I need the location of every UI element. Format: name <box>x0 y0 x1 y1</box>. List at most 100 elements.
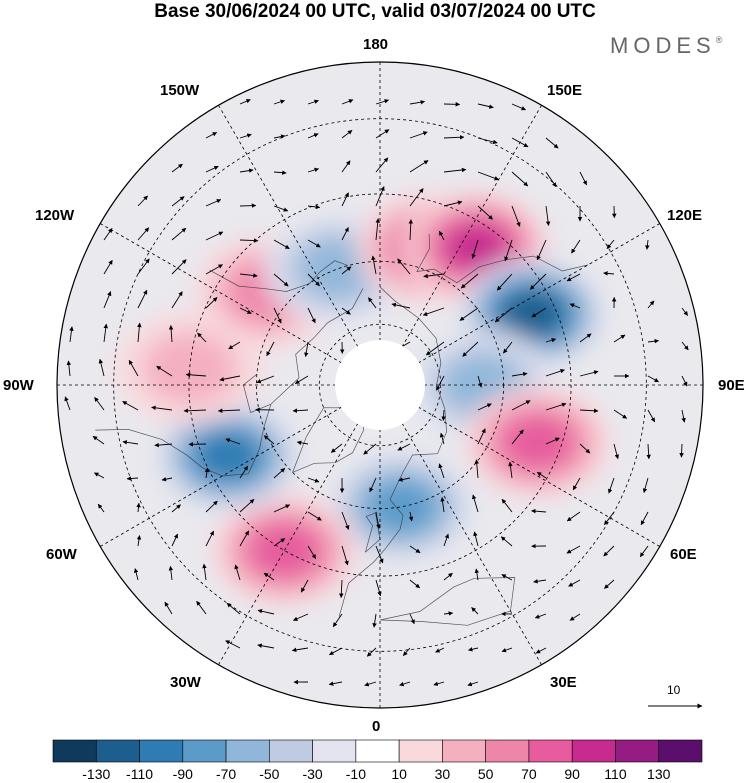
meridian-210 <box>218 105 377 379</box>
wind-vector-112 <box>545 338 557 343</box>
wind-vector-81 <box>103 291 112 309</box>
wind-vector-33 <box>137 195 148 207</box>
wind-vector-204 <box>239 530 250 547</box>
wind-vector-167 <box>94 472 105 479</box>
wind-vector-186 <box>171 504 181 513</box>
wind-vector-237 <box>332 613 343 628</box>
wind-vector-155 <box>296 440 309 446</box>
coastline-3 <box>338 286 447 617</box>
wind-vector-24 <box>307 167 320 173</box>
wind-vector-94 <box>531 307 547 318</box>
wind-vector-104 <box>228 341 241 350</box>
wind-vector-143 <box>511 400 531 411</box>
wind-vector-147 <box>647 409 656 423</box>
wind-vector-218 <box>168 565 174 581</box>
wind-vector-38 <box>307 204 321 210</box>
wind-vector-5 <box>409 100 426 105</box>
wind-vector-86 <box>273 307 282 324</box>
wind-vector-172 <box>273 467 286 479</box>
wind-vector-256 <box>328 681 343 686</box>
wind-vector-235 <box>257 609 275 615</box>
wind-vector-194 <box>440 496 445 513</box>
wind-vector-87 <box>307 307 316 324</box>
wind-vector-45 <box>545 205 551 226</box>
wind-vector-93 <box>494 307 513 323</box>
wind-vector-223 <box>339 579 344 599</box>
wind-vector-195 <box>471 494 479 513</box>
anomaly-field <box>57 62 703 708</box>
wind-vector-64 <box>645 239 650 250</box>
wind-vector-169 <box>161 476 173 482</box>
wind-vector-79 <box>566 273 581 282</box>
wind-vector-50 <box>171 227 187 241</box>
wind-vector-95 <box>569 303 581 309</box>
wind-vector-35 <box>205 199 222 207</box>
wind-vector-49 <box>137 227 150 241</box>
lon-label-60e: 60E <box>670 546 697 563</box>
wind-vector-182 <box>607 477 615 494</box>
wind-vector-240 <box>443 611 454 616</box>
wind-vector-13 <box>341 130 353 139</box>
wind-vector-69 <box>239 273 258 278</box>
colorbar-swatch-12 <box>571 739 616 763</box>
wind-vector-70 <box>273 273 289 287</box>
colorbar-swatch-5 <box>269 739 313 763</box>
colorbar-tick-label: -50 <box>259 766 280 782</box>
colorbar-tick-label: 90 <box>564 766 580 782</box>
wind-vector-202 <box>171 533 179 547</box>
wind-vector-78 <box>529 273 547 290</box>
wind-vector-136 <box>151 405 173 411</box>
wind-vector-254 <box>535 647 547 654</box>
wind-vector-207 <box>341 545 349 566</box>
wind-vector-51 <box>205 231 224 241</box>
wind-vector-97 <box>647 300 655 309</box>
wind-vector-196 <box>501 498 513 513</box>
colorbar-tick-label: -90 <box>172 766 193 782</box>
colorbar-tick-label: 130 <box>647 766 671 782</box>
wind-vector-85 <box>239 307 252 314</box>
wind-vector-44 <box>511 205 521 227</box>
meridian-300 <box>100 388 374 547</box>
wind-vector-9 <box>205 132 218 139</box>
wind-vector-3 <box>341 99 354 105</box>
wind-vector-22 <box>239 168 254 173</box>
wind-vector-244 <box>569 613 581 621</box>
map-border <box>56 61 704 709</box>
wind-vector-113 <box>579 333 592 343</box>
wind-vector-72 <box>341 266 352 275</box>
wind-vector-106 <box>304 341 309 358</box>
wind-vector-199 <box>604 511 615 526</box>
lon-label-150e: 150E <box>547 82 583 99</box>
wind-vector-62 <box>571 239 581 254</box>
wind-vector-73 <box>371 255 377 275</box>
wind-vector-227 <box>474 568 480 581</box>
wind-vector-67 <box>171 259 187 275</box>
colorbar-tick-label: 50 <box>477 766 494 782</box>
wind-vector-31 <box>545 171 557 188</box>
wind-vector-209 <box>409 545 421 554</box>
wind-vector-190 <box>307 511 322 521</box>
wind-vector-123 <box>256 375 275 384</box>
wind-vector-153 <box>225 438 241 445</box>
wind-vector-180 <box>536 471 547 479</box>
anomaly-pos-8-level-3 <box>250 524 319 577</box>
wind-vector-168 <box>126 476 139 481</box>
wind-vector-76 <box>460 273 479 289</box>
wind-vector-91 <box>422 307 445 317</box>
wind-vector-239 <box>409 613 415 625</box>
wind-vector-74 <box>397 258 411 275</box>
wind-vector-132 <box>681 375 688 387</box>
wind-vector-185 <box>136 502 141 513</box>
wind-vector-250 <box>402 647 411 656</box>
wind-vector-149 <box>92 435 105 445</box>
wind-vector-144 <box>545 402 567 411</box>
wind-vector-159 <box>439 432 445 445</box>
meridian-120 <box>386 223 660 382</box>
wind-vector-160 <box>477 428 486 445</box>
wind-vector-137 <box>183 408 207 413</box>
wind-vector-231 <box>604 579 615 589</box>
wind-vector-221 <box>263 572 275 581</box>
wind-vector-164 <box>613 443 620 460</box>
wind-vector-162 <box>545 437 560 445</box>
